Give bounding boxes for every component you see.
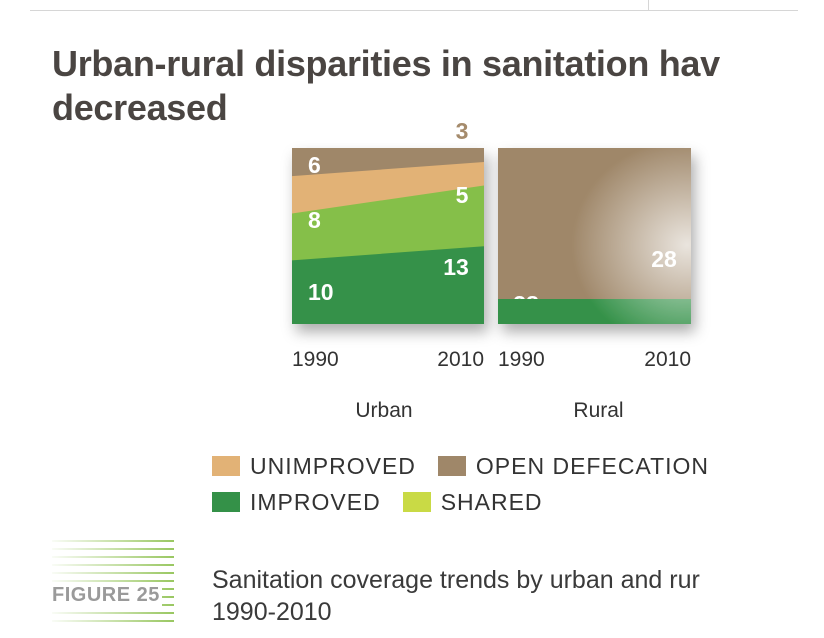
legend-label-open-defecation: OPEN DEFECATION xyxy=(475,452,710,479)
legend-item-improved: IMPROVED xyxy=(212,489,381,516)
legend-label-improved: IMPROVED xyxy=(250,488,381,515)
data-label-urban-unimproved-1990: 8 xyxy=(308,207,321,233)
legend-swatch-unimproved xyxy=(212,456,240,476)
legend-swatch-improved xyxy=(212,492,240,512)
legend-swatch-open-defecation xyxy=(437,456,466,476)
data-label-urban-shared-2010: 13 xyxy=(443,254,469,280)
panel-rural xyxy=(498,148,691,324)
chart-legend: UNIMPROVED OPEN DEFECATION IMPROVED SHAR… xyxy=(212,448,731,520)
legend-label-unimproved: UNIMPROVED xyxy=(250,452,416,479)
panel-label-urban: Urban xyxy=(355,399,412,422)
chart-title: Urban-rural disparities in sanitation ha… xyxy=(52,43,720,128)
legend-label-shared: SHARED xyxy=(440,488,543,515)
top-divider-tick xyxy=(648,0,649,11)
x-tick-urban-1990: 1990 xyxy=(292,348,339,371)
figure-label: FIGURE 25 xyxy=(52,584,162,607)
figure-caption: Sanitation coverage trends by urban and … xyxy=(212,566,700,626)
panel-label-rural: Rural xyxy=(573,399,623,422)
x-tick-rural-2010: 2010 xyxy=(644,348,691,371)
legend-item-shared: SHARED xyxy=(402,488,543,516)
data-label-rural-open-defecation-1990: 38 xyxy=(513,291,539,317)
legend-swatch-shared xyxy=(402,492,431,512)
panel-urban xyxy=(292,148,484,324)
data-label-urban-shared-1990: 10 xyxy=(308,279,334,305)
legend-row-1: UNIMPROVED OPEN DEFECATION xyxy=(212,448,731,484)
top-divider xyxy=(30,10,798,11)
area-urban-improved-band xyxy=(292,299,484,324)
data-label-urban-open-defecation-2010: 3 xyxy=(456,118,469,144)
data-label-urban-unimproved-2010: 5 xyxy=(456,182,469,208)
legend-row-2: IMPROVED SHARED xyxy=(212,484,731,520)
legend-item-unimproved: UNIMPROVED xyxy=(212,453,416,480)
data-label-urban-open-defecation-1990: 6 xyxy=(308,152,321,178)
x-tick-urban-2010: 2010 xyxy=(437,348,484,371)
x-tick-rural-1990: 1990 xyxy=(498,348,545,371)
sanitation-chart: 1990 2010 Urban 1990 2010 Rural 6 8 10 3 5 13 28 38 xyxy=(292,118,691,422)
data-label-rural-open-defecation-2010: 28 xyxy=(651,246,677,272)
panel-rural-highlight xyxy=(498,148,691,324)
legend-item-open-defecation: OPEN DEFECATION xyxy=(437,452,710,480)
